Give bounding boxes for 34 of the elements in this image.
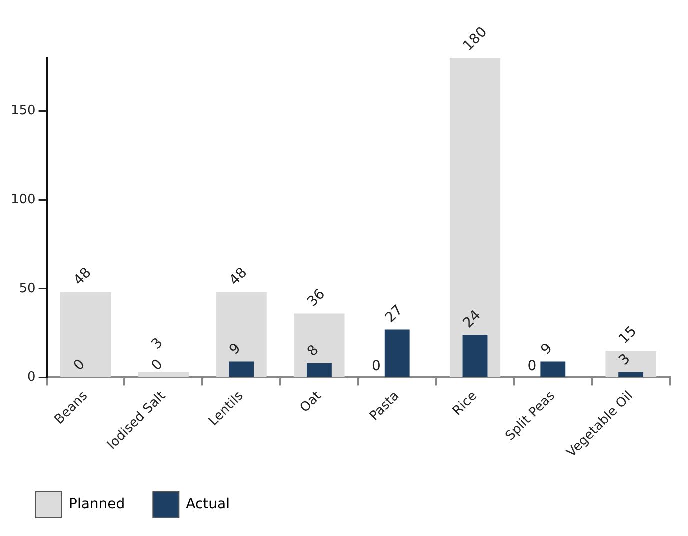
- data-label: 8: [304, 342, 322, 360]
- data-label: 0: [528, 358, 537, 374]
- bar: [450, 58, 501, 377]
- bar: [384, 330, 410, 377]
- bar: [606, 351, 656, 377]
- data-label: 180: [460, 24, 491, 54]
- y-tick-label: 0: [28, 370, 36, 386]
- bar: [138, 372, 189, 377]
- data-label: 3: [148, 335, 166, 353]
- bar: [306, 363, 332, 377]
- bar: [462, 335, 488, 377]
- y-tick-label: 150: [10, 104, 36, 119]
- legend-label: Actual: [186, 496, 230, 513]
- legend-label: Planned: [69, 496, 126, 513]
- bar: [540, 362, 566, 377]
- bar: [618, 372, 644, 377]
- data-label: 9: [538, 340, 556, 358]
- data-label: 48: [70, 264, 95, 289]
- data-label: 48: [226, 264, 251, 289]
- data-label: 15: [616, 324, 640, 348]
- bar: [216, 292, 267, 377]
- data-label: 0: [372, 358, 381, 374]
- data-label: 9: [226, 340, 244, 358]
- data-label: 36: [304, 286, 329, 310]
- data-label: 0: [148, 356, 166, 374]
- data-label: 3: [616, 351, 634, 369]
- y-tick-label: 50: [19, 281, 36, 296]
- data-label: 24: [460, 308, 484, 332]
- x-tick-label: Oat: [298, 388, 325, 416]
- y-tick-label: 100: [10, 192, 36, 208]
- data-label: 0: [70, 356, 89, 374]
- bar: [229, 362, 254, 377]
- data-label: 27: [382, 302, 406, 326]
- bar: [60, 292, 112, 377]
